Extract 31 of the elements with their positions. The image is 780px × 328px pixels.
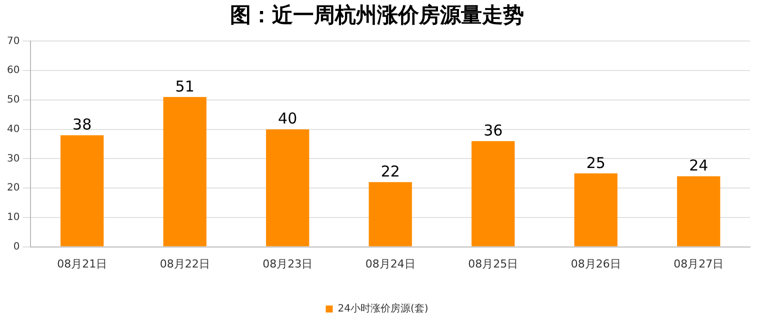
data-label: 36 [484, 121, 503, 140]
data-label: 38 [72, 116, 92, 134]
data-label: 40 [278, 110, 298, 128]
y-tick-label: 50 [6, 94, 20, 106]
x-tick-label: 08月27日 [674, 257, 724, 270]
x-tick-label: 08月22日 [160, 257, 210, 270]
data-label: 25 [586, 154, 606, 172]
x-tick-label: 08月26日 [570, 257, 621, 270]
data-label: 22 [380, 162, 400, 181]
bar [266, 129, 310, 246]
y-tick-label: 60 [6, 65, 20, 76]
bar [60, 135, 104, 246]
bar [472, 141, 515, 246]
y-tick-label: 40 [6, 124, 20, 135]
chart-title: 图：近一周杭州涨价房源量走势 [230, 3, 524, 28]
x-tick-label: 08月23日 [262, 257, 313, 270]
x-tick-label: 08月25日 [468, 257, 518, 270]
y-tick-label: 0 [13, 241, 20, 252]
y-tick-label: 70 [6, 36, 20, 47]
y-tick-label: 10 [6, 212, 20, 224]
x-tick-label: 08月24日 [365, 257, 416, 270]
legend-label: 24小时涨价房源(套) [338, 302, 428, 315]
y-tick-label: 30 [6, 153, 20, 164]
bar [368, 182, 412, 246]
x-tick-label: 08月21日 [57, 257, 108, 270]
bar [574, 173, 618, 246]
bar [163, 97, 206, 246]
y-tick-label: 20 [6, 182, 20, 194]
data-label: 24 [689, 156, 708, 175]
bar [677, 176, 720, 246]
data-label: 51 [175, 77, 194, 96]
